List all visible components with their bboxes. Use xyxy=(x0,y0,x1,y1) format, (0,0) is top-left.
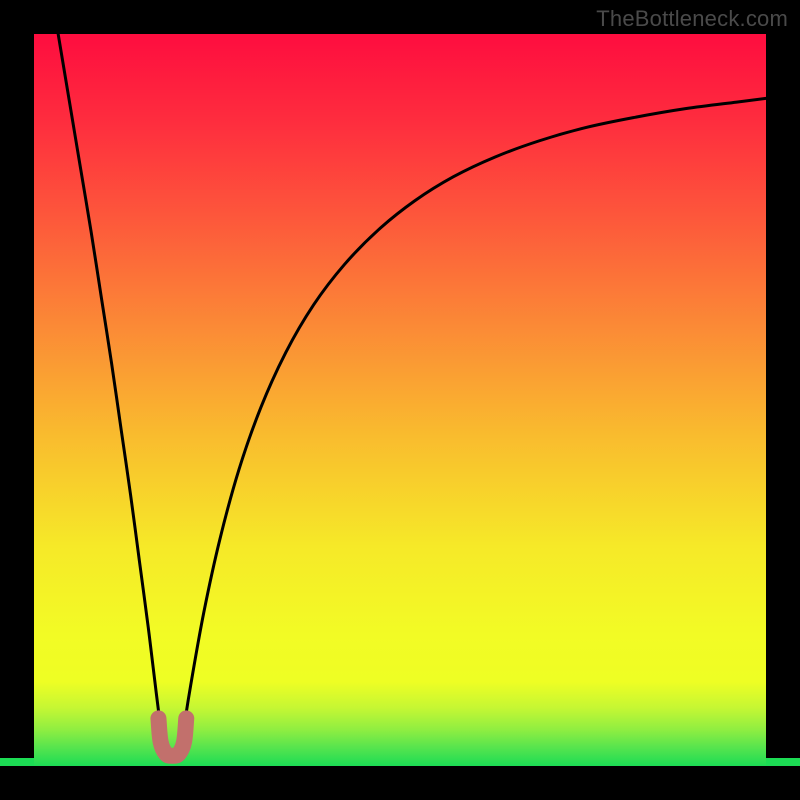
plot-area xyxy=(34,34,766,766)
chart-container: TheBottleneck.com xyxy=(0,0,800,800)
green-bar-left xyxy=(0,758,34,766)
plot-svg xyxy=(34,34,766,766)
watermark-label: TheBottleneck.com xyxy=(596,6,788,32)
green-bar-right xyxy=(766,758,800,766)
background-gradient xyxy=(34,34,766,766)
